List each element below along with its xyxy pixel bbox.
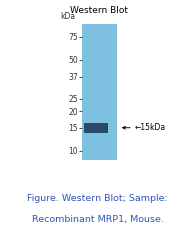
Text: Figure. Western Blot; Sample:: Figure. Western Blot; Sample: [27, 194, 168, 203]
Text: Recombinant MRP1, Mouse.: Recombinant MRP1, Mouse. [32, 215, 163, 224]
Text: kDa: kDa [60, 12, 75, 21]
Text: Western Blot: Western Blot [70, 6, 129, 15]
Text: ←15kDa: ←15kDa [135, 123, 166, 132]
